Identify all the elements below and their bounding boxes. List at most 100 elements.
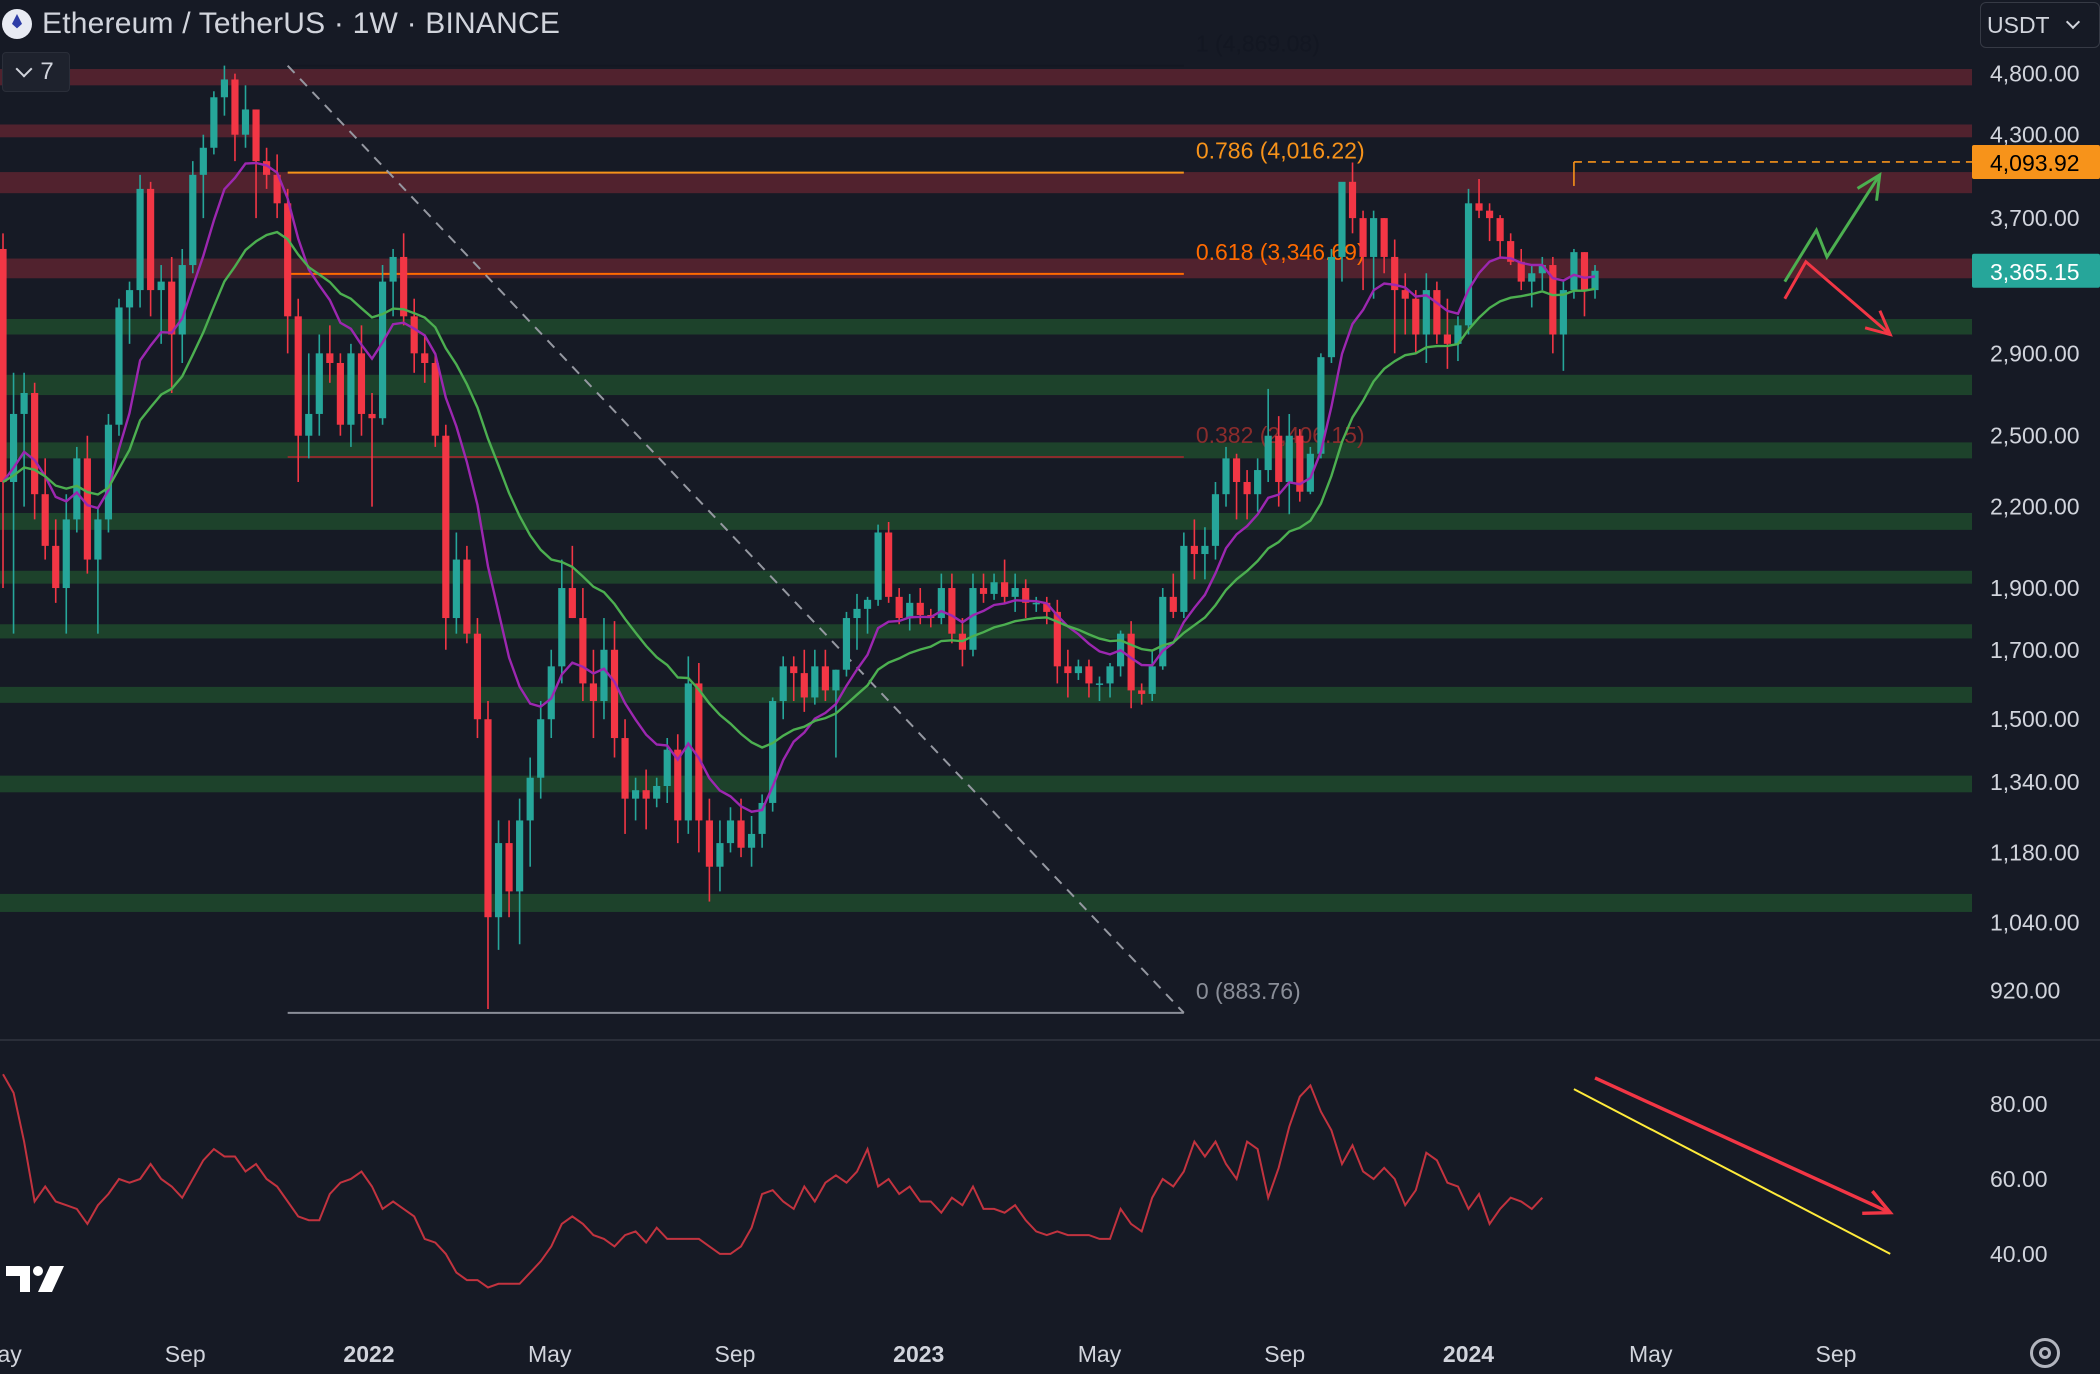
candle-body [463,559,471,634]
candle [1464,188,1473,335]
chevron-down-icon [2065,14,2080,30]
candle-body [41,494,49,546]
candle-body [1032,602,1040,605]
candle [1559,281,1567,371]
candle [1475,179,1483,219]
candle [1032,596,1040,612]
candle [1591,265,1599,299]
candle-body [674,749,682,821]
currency-selector[interactable]: USDT [1980,2,2100,48]
price-label-text: 3,365.15 [1990,259,2080,285]
candle-body [115,307,123,425]
candle [52,519,60,603]
candle-body [125,290,134,308]
candle-body [326,353,334,363]
candle-body [1380,218,1388,257]
candle [1412,290,1420,354]
candle [294,298,302,482]
candle [241,85,250,148]
candle-body [9,413,18,482]
price-tick-label: 2,500.00 [1990,423,2080,449]
candle-body [273,174,281,204]
candle [389,248,397,317]
candle [948,573,956,644]
indicators-toggle-button[interactable]: 7 [2,52,70,92]
price-tick-label: 1,180.00 [1990,839,2080,865]
candle-body [442,435,450,619]
candle-body [1201,545,1209,555]
candle-body [1022,588,1030,603]
candle-body [621,738,629,799]
candle [326,325,334,383]
candle [94,506,102,634]
tradingview-logo-icon[interactable] [4,1262,66,1296]
candle-body [1559,290,1567,335]
candle-body [484,719,492,918]
time-tick-label: May [1078,1341,1122,1367]
support-zone [0,893,1972,912]
candle [747,816,756,867]
candle-body [1496,218,1504,242]
candle-body [737,820,745,848]
gear-icon[interactable] [2030,1338,2060,1368]
candle [73,446,81,533]
candle-body [800,673,808,698]
candle [558,559,566,684]
candle [368,392,376,507]
candle [1001,559,1009,603]
candle-body [979,588,988,594]
candle [1022,579,1030,619]
candle [263,147,271,189]
candle [1285,413,1293,515]
candle [104,413,113,533]
candle [1264,388,1272,482]
time-axis: May Sep 2022 May Sep 2023 May Sep 2024 May Sep [0,1341,1856,1367]
candle [979,573,988,603]
candle [210,91,218,155]
candle [136,174,144,308]
candle [589,649,598,739]
candle-body [1359,218,1367,257]
candle-body [199,147,207,175]
candle [1580,252,1589,317]
candle [31,382,39,520]
indicator-count: 7 [40,58,54,85]
candle-body [1264,435,1272,471]
candle-body [83,458,91,560]
candle-body [189,174,197,266]
candle-body [821,666,829,691]
candle-body [1306,453,1314,492]
candle-body [1043,602,1051,612]
candle [378,265,387,425]
price-tick-label: 4,800.00 [1990,61,2080,87]
time-tick-label: 2023 [893,1341,944,1367]
symbol-title[interactable]: Ethereum / TetherUS · 1W · BINANCE [42,7,561,40]
candle [990,573,998,600]
candle-body [642,790,650,799]
candle [1549,256,1557,354]
candle-body [1275,435,1283,482]
candle [726,807,735,853]
candle-body [990,582,998,594]
candle-body [547,666,555,720]
candle [473,618,482,739]
candle [1380,218,1388,274]
candle-body [1106,666,1114,684]
candle [431,353,439,447]
candle-body [1001,582,1009,597]
support-zone [0,319,1972,335]
price-tick-label: 4,300.00 [1990,122,2080,148]
candle-body [811,666,819,698]
candle [400,233,408,326]
candle [610,621,619,758]
candle [410,298,418,373]
candle [1148,649,1156,702]
candle [916,588,924,625]
candle-body [1370,218,1378,257]
candle [1106,662,1114,698]
candle [537,701,545,799]
candle [157,265,165,344]
candle [632,777,640,821]
candle-body [252,109,260,162]
